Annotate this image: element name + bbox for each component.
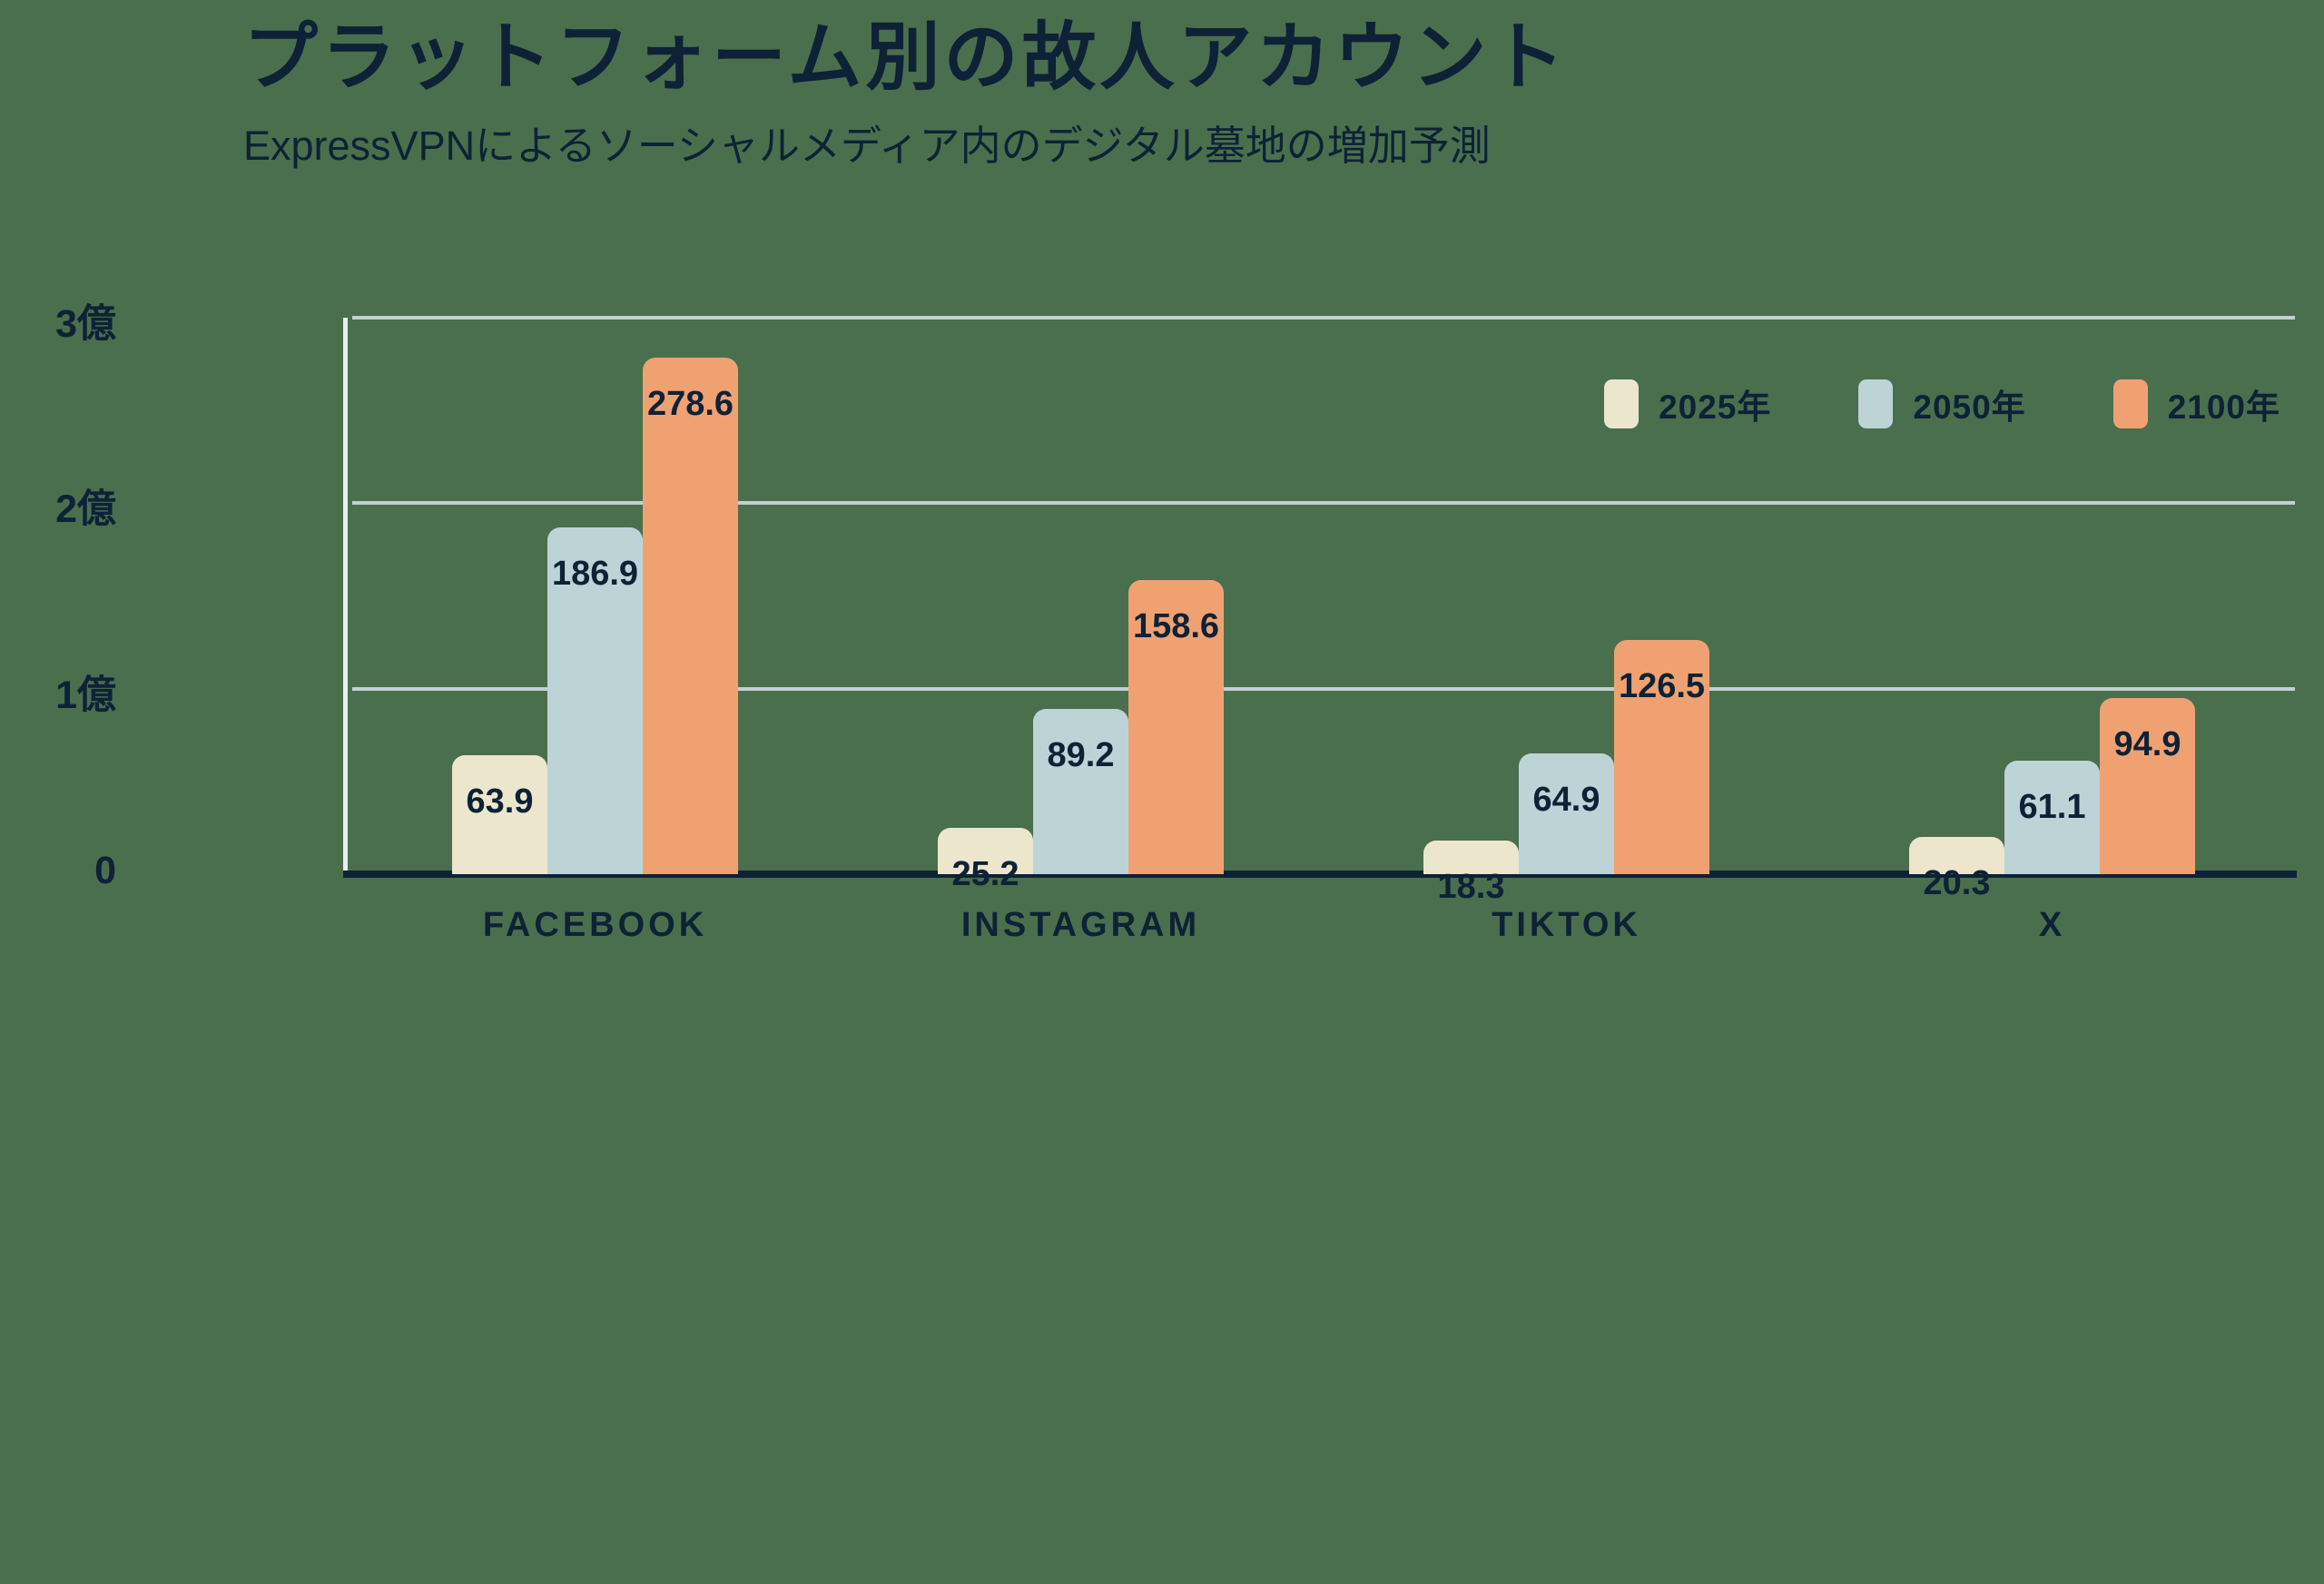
bar[interactable]: 18.3 (1423, 840, 1519, 906)
bar-value-label: 64.9 (1532, 781, 1600, 820)
bar[interactable]: 278.6 (643, 357, 738, 874)
legend-item[interactable]: 2025年 (1604, 379, 1771, 428)
legend-item-label: 2100年 (2167, 389, 2280, 426)
chart-header: プラットフォーム別の故人アカウント ExpressVPNによるソーシャルメディア… (0, 0, 2324, 172)
chart-subtitle: ExpressVPNによるソーシャルメディア内のデジタル墓地の増加予測 (243, 122, 1491, 169)
legend-swatch-icon (1858, 379, 1894, 428)
bar-value-label: 89.2 (1047, 735, 1115, 774)
bar[interactable]: 63.9 (452, 755, 547, 874)
bar-value-label: 94.9 (2113, 725, 2181, 764)
legend-item[interactable]: 2050年 (1858, 379, 2025, 428)
bar-group: 63.9 186.9 278.6 FACEBOOK (352, 318, 838, 944)
bar-value-label: 278.6 (646, 384, 734, 423)
x-axis-category-label: INSTAGRAM (960, 906, 1201, 944)
y-axis-tick-label: 1億 (55, 673, 116, 717)
bar-value-label: 63.9 (466, 782, 534, 822)
y-axis-tick-label: 3億 (55, 302, 116, 346)
bar[interactable]: 158.6 (1128, 579, 1224, 874)
bar-value-label: 18.3 (1437, 867, 1505, 906)
bar-value-label: 158.6 (1132, 606, 1220, 645)
x-axis-category-label: X (2038, 906, 2066, 944)
bar-group: 18.3 64.9 126.5 TIKTOK (1324, 318, 1809, 944)
x-axis-category-label: FACEBOOK (482, 906, 708, 944)
bar-value-label: 126.5 (1618, 666, 1706, 705)
bar-group: 25.2 89.2 158.6 INSTAGRAM (838, 318, 1324, 944)
bar-value-label: 20.3 (1923, 863, 1991, 902)
x-axis-category-label: TIKTOK (1492, 906, 1641, 944)
legend-swatch-icon (2112, 379, 2148, 428)
bar[interactable]: 94.9 (2100, 698, 2195, 874)
bar[interactable]: 186.9 (547, 527, 643, 874)
legend-item-label: 2050年 (1913, 389, 2026, 426)
bar[interactable]: 61.1 (2004, 761, 2100, 874)
chart-legend: 2025年 2050年 2100年 (1604, 379, 2280, 428)
bar-value-label: 25.2 (951, 854, 1019, 893)
bar-groups: 63.9 186.9 278.6 FACEBOOK 25.2 89.2 158.6 INSTA… (352, 318, 2295, 944)
bar-value-label: 61.1 (2018, 788, 2086, 827)
bar-group: 20.3 61.1 94.9 X (1809, 318, 2295, 944)
y-axis-tick-label: 2億 (55, 487, 116, 532)
bar[interactable]: 89.2 (1033, 708, 1128, 874)
bar[interactable]: 126.5 (1614, 639, 1709, 874)
legend-item-label: 2025年 (1659, 389, 1772, 426)
bar[interactable]: 20.3 (1909, 836, 2004, 902)
y-axis-line (343, 318, 348, 874)
y-axis-tick-label: 0 (94, 849, 116, 892)
bar-value-label: 186.9 (551, 555, 639, 594)
bar[interactable]: 25.2 (938, 827, 1033, 893)
legend-swatch-icon (1604, 379, 1640, 428)
legend-item[interactable]: 2100年 (2112, 379, 2280, 428)
bar[interactable]: 64.9 (1519, 753, 1614, 874)
page-title: プラットフォーム別の故人アカウント (243, 16, 1569, 99)
